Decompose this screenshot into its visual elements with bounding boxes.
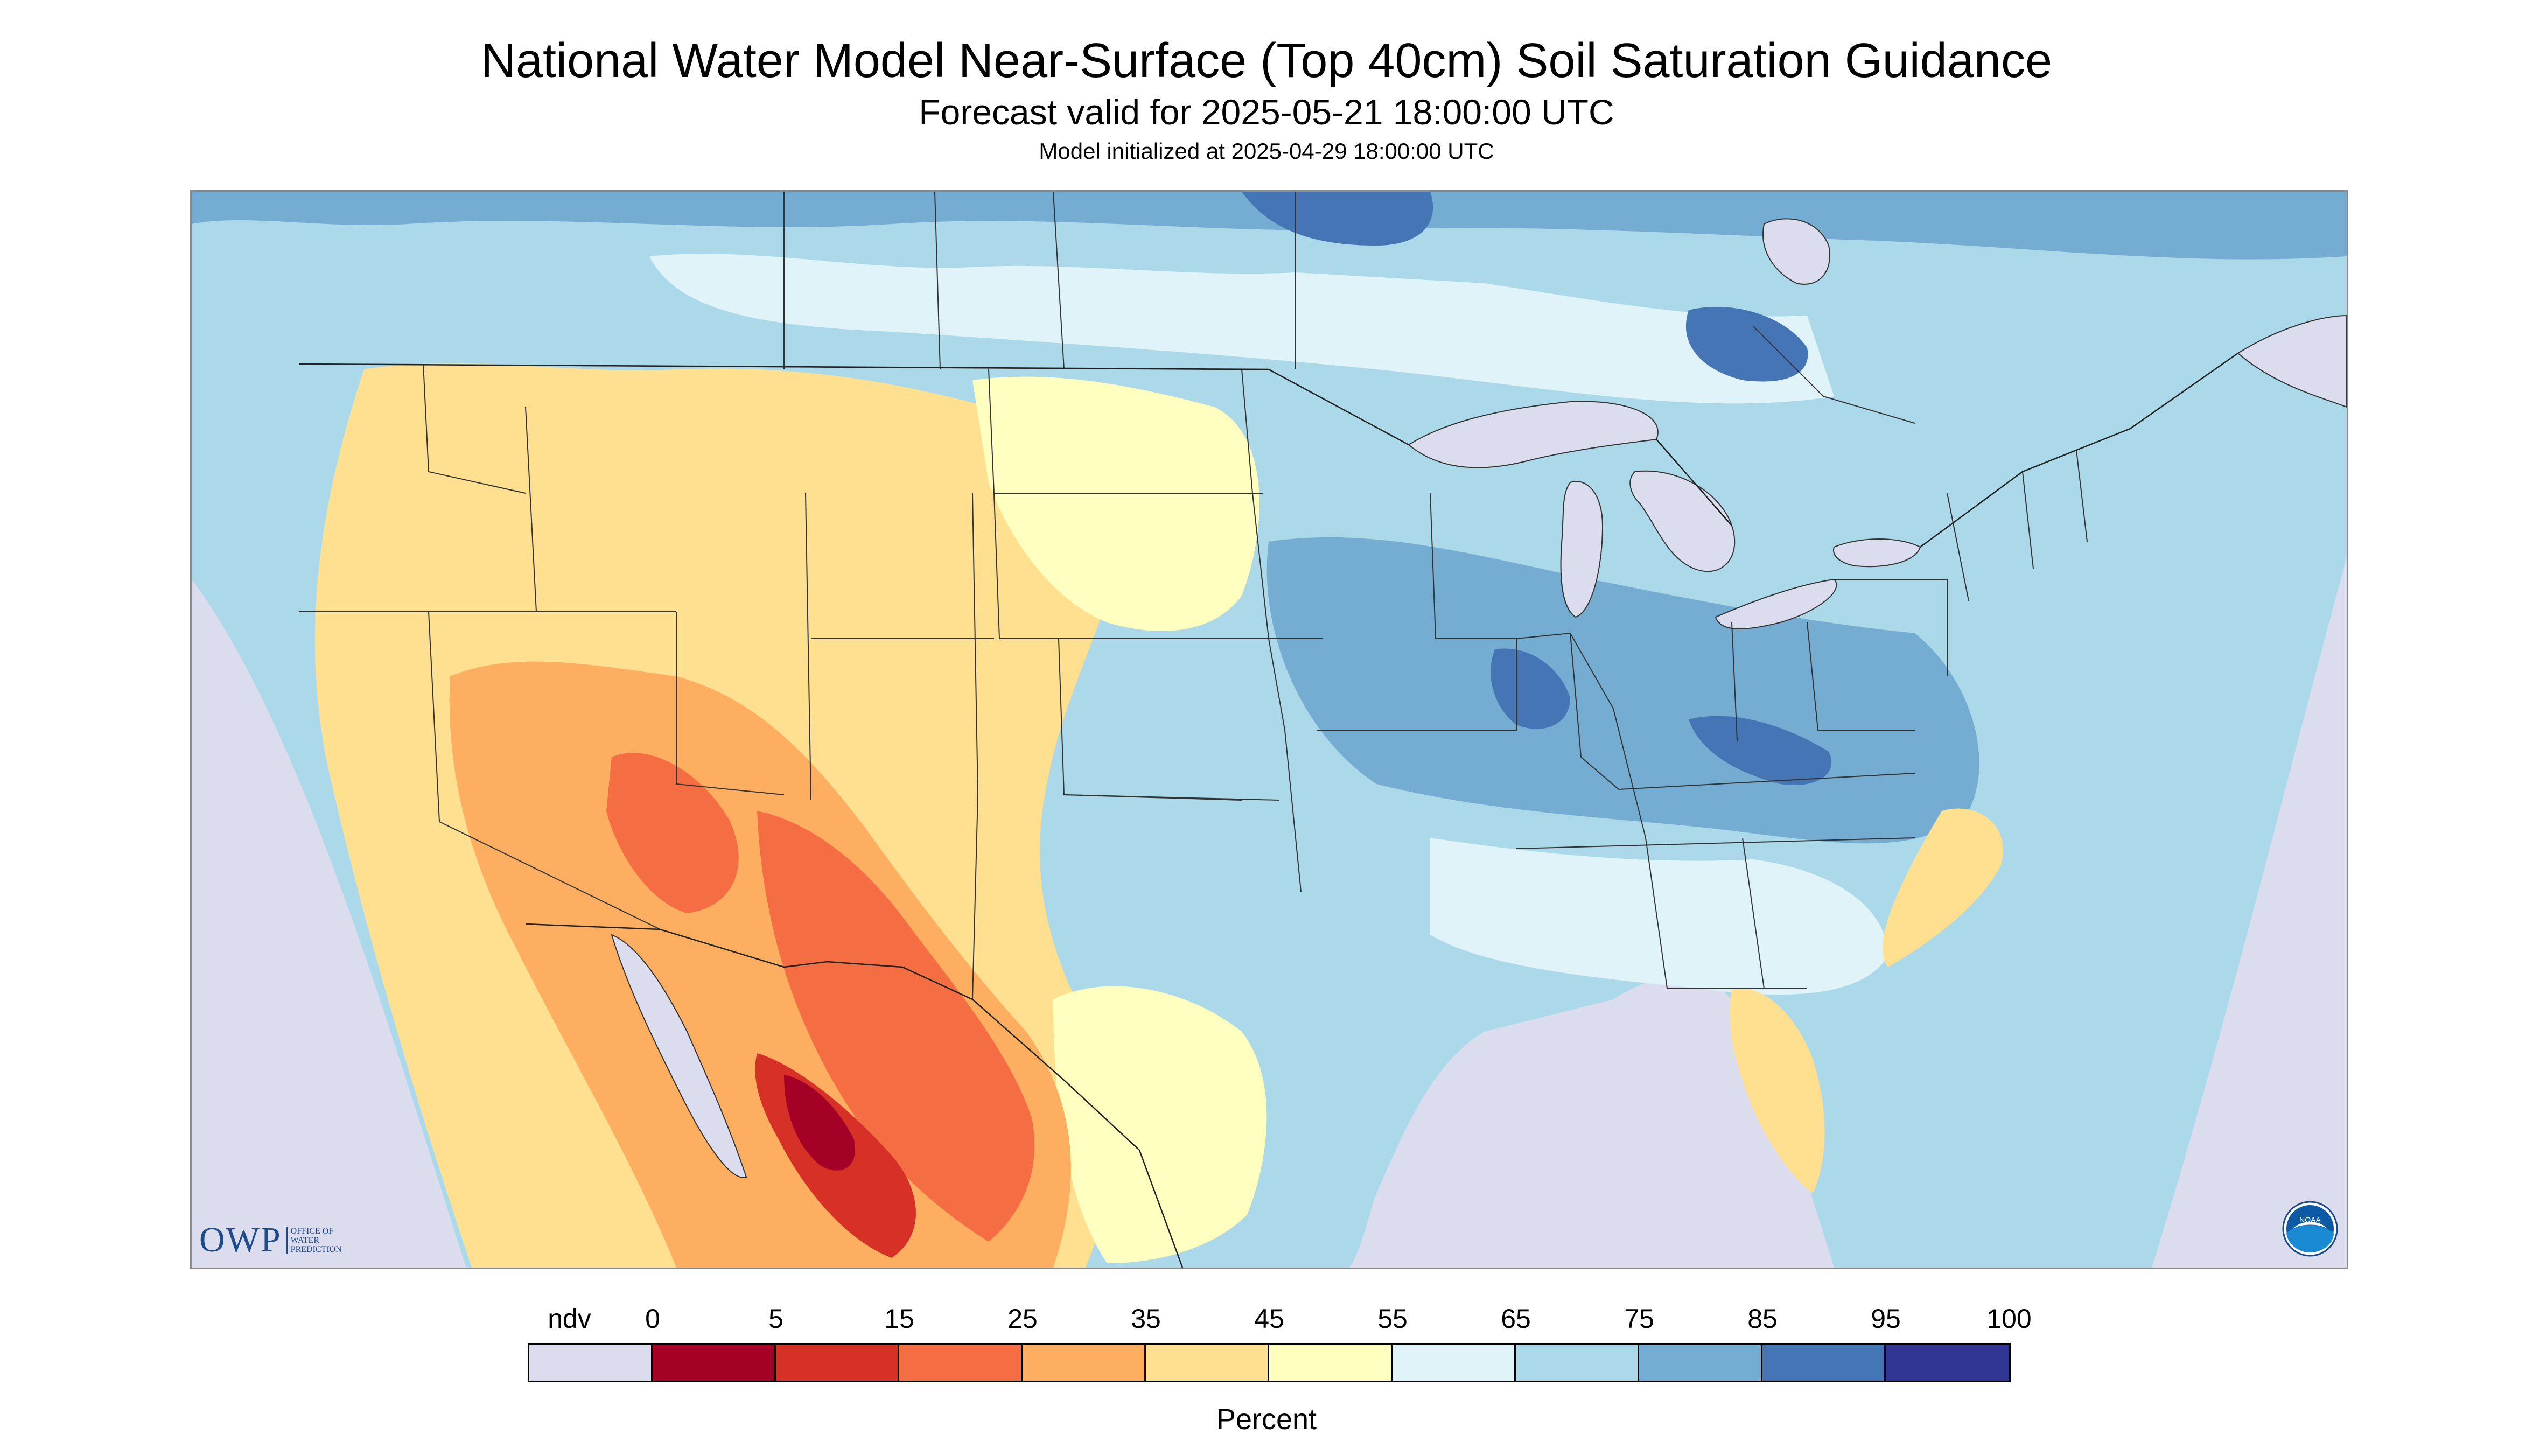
colorbar-tick-label: 85 xyxy=(1747,1304,1778,1334)
ontario-dark-wet xyxy=(1685,306,1808,382)
noaa-emblem-icon: NOAA xyxy=(2282,1201,2338,1257)
lake-huron xyxy=(1629,470,1736,572)
map-title: National Water Model Near-Surface (Top 4… xyxy=(480,34,2052,88)
colorbar-swatch xyxy=(776,1345,899,1381)
mexico-extreme-dry xyxy=(784,1075,855,1171)
owp-logo-subtext: OFFICE OF WATER PREDICTION xyxy=(285,1226,342,1254)
southwest-dry xyxy=(757,811,1035,1242)
colorbar-swatch xyxy=(1516,1345,1639,1381)
gulf-of-california xyxy=(611,934,747,1178)
colorbar-swatch xyxy=(529,1345,653,1381)
colorbar-swatch xyxy=(1146,1345,1269,1381)
colorbar-swatch xyxy=(1023,1345,1146,1381)
province-borders xyxy=(783,192,1915,424)
colorbar-tick-label: 45 xyxy=(1254,1304,1284,1334)
lake-michigan xyxy=(1560,481,1604,618)
us-canada-border xyxy=(299,352,2238,548)
map-canvas xyxy=(192,192,2347,1268)
colorbar-swatch xyxy=(1886,1345,2009,1381)
northern-canada-dark-wet xyxy=(1242,192,1433,246)
lake-superior xyxy=(1408,401,1659,468)
colorbar-swatch xyxy=(1393,1345,1516,1381)
owp-sub-line-3: PREDICTION xyxy=(290,1244,342,1254)
ohio-valley-dark-wet xyxy=(1689,716,1832,785)
lake-ontario xyxy=(1833,538,1921,568)
us-mexico-border xyxy=(525,923,1184,1268)
southeast-pale xyxy=(1430,838,1888,995)
carolina-coast-dry xyxy=(1883,808,2003,967)
canada-wet-patch xyxy=(192,192,2347,260)
lake-erie xyxy=(1715,578,1837,629)
model-init-time: Model initialized at 2025-04-29 18:00:00… xyxy=(1039,138,1494,164)
forecast-valid-time: Forecast valid for 2025-05-21 18:00:00 U… xyxy=(919,92,1614,132)
colorbar-swatch xyxy=(1639,1345,1762,1381)
colorbar-swatch xyxy=(1762,1345,1886,1381)
owp-logo: OWP OFFICE OF WATER PREDICTION xyxy=(199,1219,342,1262)
colorbar-swatch xyxy=(653,1345,776,1381)
colorbar-tick-label: 0 xyxy=(645,1304,660,1334)
colorbar-swatch xyxy=(899,1345,1023,1381)
colorbar-swatch xyxy=(1269,1345,1393,1381)
colorbar-tick-label: 35 xyxy=(1131,1304,1161,1334)
colorbar-legend: ndv 0 5 15 25 35 45 55 65 75 85 95 100 Percent xyxy=(0,1287,2533,1448)
colorbar-tick-label: 100 xyxy=(1986,1304,2032,1334)
noaa-logo-text: NOAA xyxy=(2299,1215,2321,1224)
owp-sub-line-1: OFFICE OF xyxy=(290,1226,334,1236)
colorbar-tick-label: 5 xyxy=(768,1304,783,1334)
colorbar-ndv-label: ndv xyxy=(548,1304,591,1334)
colorbar-tick-label: 95 xyxy=(1871,1304,1901,1334)
noaa-logo: NOAA xyxy=(2282,1201,2338,1257)
great-plains-neutral xyxy=(972,376,1259,631)
soil-saturation-map[interactable] xyxy=(190,190,2348,1269)
owp-sub-line-2: WATER xyxy=(290,1235,319,1245)
south-texas-neutral xyxy=(1053,986,1267,1263)
arizona-dry xyxy=(606,753,739,913)
colorbar-unit-label: Percent xyxy=(1216,1403,1317,1436)
colorbar xyxy=(528,1343,2011,1382)
owp-logo-text: OWP xyxy=(199,1220,282,1259)
colorbar-tick-label: 65 xyxy=(1501,1304,1531,1334)
colorbar-tick-label: 15 xyxy=(884,1304,914,1334)
colorbar-tick-label: 25 xyxy=(1007,1304,1038,1334)
canada-pale-region xyxy=(649,254,1834,404)
st-lawrence-gulf xyxy=(2237,314,2347,408)
colorbar-tick-label: 55 xyxy=(1377,1304,1408,1334)
colorbar-tick-labels: ndv 0 5 15 25 35 45 55 65 75 85 95 100 xyxy=(0,1303,2533,1335)
florida-dry xyxy=(1730,988,1825,1193)
james-bay xyxy=(1762,218,1830,285)
colorbar-tick-label: 75 xyxy=(1624,1304,1654,1334)
midwest-dark-wet xyxy=(1491,648,1570,729)
